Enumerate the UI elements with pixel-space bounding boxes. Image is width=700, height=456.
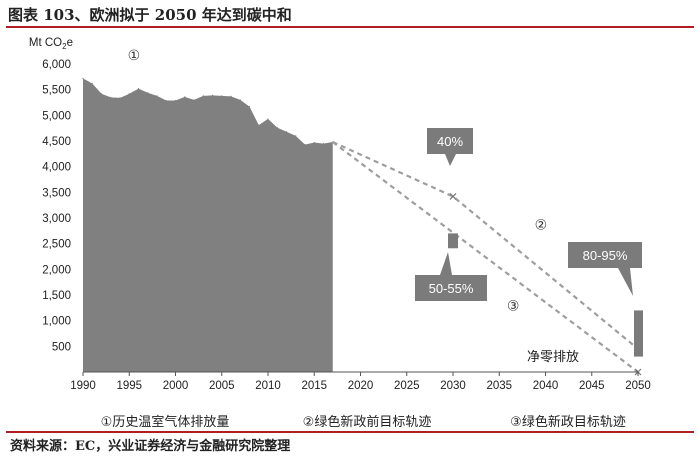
y-tick-label: 4,000 [42, 162, 71, 174]
y-tick-label: 1,500 [42, 290, 71, 302]
historical-data-point [147, 92, 149, 94]
historical-data-point [276, 127, 278, 129]
x-tick-label: 1990 [70, 380, 96, 392]
historical-data-point [128, 93, 130, 95]
legend-entry: ②绿色新政前目标轨迹 [303, 414, 432, 430]
callout-80-95-label: 80-95% [583, 248, 628, 263]
y-tick-label: 500 [52, 341, 71, 353]
y-tick-label: 5,500 [42, 85, 71, 97]
historical-data-point [110, 96, 112, 98]
historical-data-point [322, 142, 325, 145]
historical-data-point [267, 118, 269, 120]
y-tick-label: 2,000 [42, 264, 71, 276]
x-tick-label: 2020 [348, 380, 374, 392]
x-tick-label: 2010 [255, 380, 281, 392]
x-tick-label: 2050 [625, 380, 651, 392]
x-tick-label: 1995 [116, 380, 142, 392]
historical-data-point [258, 124, 260, 126]
historical-data-point [230, 95, 232, 97]
y-tick-label: 4,500 [42, 136, 71, 148]
x-tick-label: 2005 [209, 380, 235, 392]
historical-data-point [165, 99, 167, 102]
historical-data-point [174, 99, 177, 102]
callout-80-95-pointer [618, 268, 633, 296]
net-zero-label: 净零排放 [527, 350, 579, 365]
legend-layer: ①历史温室气体排放量 ②绿色新政前目标轨迹 ③绿色新政目标轨迹 [101, 414, 626, 430]
y-tick-label: 1,000 [42, 316, 71, 328]
historical-data-point [295, 135, 297, 137]
callout-40-box [427, 128, 473, 154]
historical-data-point [304, 143, 306, 146]
y-tick-label: 3,500 [42, 187, 71, 199]
historical-data-point [221, 95, 223, 97]
x-tick-label: 2000 [163, 380, 189, 392]
axes-layer: Mt CO2e 500 1,000 1,500 2,000 2,500 3,000 3,500… [29, 37, 651, 392]
y-tick-label: 2,500 [42, 239, 71, 251]
callout-40-label: 40% [437, 134, 463, 149]
legend-entry: ①历史温室气体排放量 [101, 414, 230, 430]
x-tick-label: 2045 [579, 380, 605, 392]
historical-data-point [100, 93, 103, 95]
source-note: 资料来源：EC，兴业证券经济与金融研究院整理 [10, 439, 291, 454]
historical-emissions-area [83, 78, 333, 372]
callout-50-55-label: 50-55% [429, 281, 474, 296]
chart-title: 图表 103、欧洲拟于 2050 年达到碳中和 [8, 6, 292, 24]
callout-40-pointer [445, 154, 456, 166]
historical-data-point [239, 99, 241, 101]
historical-data-point [313, 141, 315, 144]
green-deal-trajectory-line [332, 141, 639, 373]
callout-50-55-box [415, 275, 487, 301]
y-tick-label: 5,000 [42, 110, 71, 122]
series-marker-green-deal: ③ [507, 298, 520, 314]
net-zero-label-bg [516, 348, 590, 366]
historical-data-point [285, 131, 288, 133]
target-2050-range-bar [634, 310, 643, 357]
historical-data-point [156, 95, 158, 97]
callout-50-55-pointer [440, 252, 452, 275]
callouts-layer: 40% 50-55% 80-95% 净零排放 [415, 128, 643, 376]
legend-entry: ③绿色新政目标轨迹 [510, 414, 626, 430]
historical-data-point [137, 88, 140, 90]
historical-data-point [184, 96, 186, 98]
historical-data-point [211, 94, 214, 96]
target-2030-marker [449, 193, 457, 200]
historical-data-point [248, 106, 251, 108]
x-tick-label: 2015 [301, 380, 327, 392]
historical-data-point [202, 95, 204, 97]
x-tick-label: 2035 [486, 380, 512, 392]
target-2030-range-bar [448, 233, 458, 249]
area-layer: ① [82, 48, 334, 372]
callout-80-95-box [568, 242, 642, 268]
x-tick-label: 2030 [440, 380, 466, 392]
series-marker-pre-green-deal: ② [535, 218, 548, 234]
x-tick-label: 2040 [533, 380, 559, 392]
pre-green-deal-trajectory-line [332, 141, 639, 350]
y-tick-label: 6,000 [42, 59, 71, 71]
historical-data-point [82, 77, 84, 79]
series-marker-historical: ① [128, 48, 141, 64]
x-tick-label: 2025 [394, 380, 420, 392]
historical-data-point [91, 82, 93, 85]
lines-layer: ②③ [332, 141, 639, 373]
y-tick-label: 3,000 [42, 213, 71, 225]
top-rule [6, 26, 694, 28]
y-axis-unit-label: Mt CO2e [29, 37, 73, 51]
bottom-rule [6, 431, 694, 433]
historical-data-point [193, 99, 195, 101]
historical-data-point [119, 97, 121, 99]
